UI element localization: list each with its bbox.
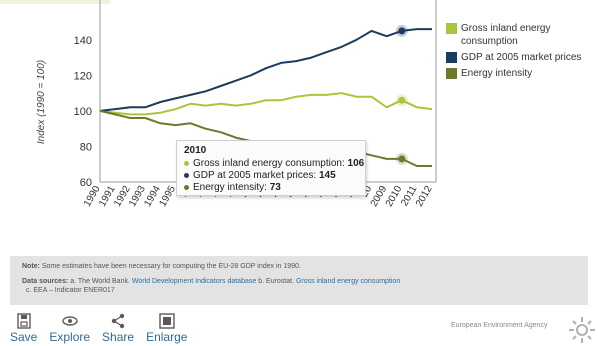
y-tick-label: 120 xyxy=(74,70,92,82)
legend-swatch xyxy=(446,52,457,63)
tooltip-row: GDP at 2005 market prices: 145 xyxy=(184,170,358,182)
enlarge-button[interactable]: Enlarge xyxy=(146,313,187,345)
sources-line: Data sources: a. The World Bank. World D… xyxy=(22,277,576,295)
highlight-point-0 xyxy=(398,96,406,104)
tooltip-row-value: 106 xyxy=(347,158,365,169)
legend-item-energy-intensity[interactable]: Energy intensity xyxy=(446,67,596,80)
highlight-point-1 xyxy=(398,27,406,35)
tooltip-row: Energy intensity: 73 xyxy=(184,182,358,194)
tooltip-row: Gross inland energy consumption: 106 xyxy=(184,158,364,170)
share-icon xyxy=(111,313,125,329)
tooltip-row-value: 145 xyxy=(318,170,336,181)
legend-swatch xyxy=(446,68,457,79)
source-a-link[interactable]: World Development Indicators database xyxy=(131,278,257,285)
eye-icon xyxy=(62,316,78,326)
y-tick-label: 140 xyxy=(74,35,92,47)
share-label: Share xyxy=(102,330,135,344)
sources-label: Data sources: xyxy=(22,278,69,285)
tooltip-dot xyxy=(184,160,189,166)
legend-swatch xyxy=(446,23,457,34)
y-tick-label: 80 xyxy=(80,141,92,153)
tooltip-row-label: Energy intensity: xyxy=(193,182,267,193)
source-c: c. EEA – Indicator ENER017 xyxy=(26,287,115,294)
tooltip-title: 2010 xyxy=(184,145,207,156)
enlarge-icon xyxy=(159,313,175,329)
x-tick-label: 2012 xyxy=(414,184,435,209)
tooltip-dot xyxy=(184,184,189,190)
save-icon xyxy=(16,313,31,329)
chart-legend: Gross inland energy consumption GDP at 2… xyxy=(446,22,596,83)
enlarge-label: Enlarge xyxy=(146,330,188,344)
legend-item-gross-inland[interactable]: Gross inland energy consumption xyxy=(446,22,596,48)
tooltip-row-label: Gross inland energy consumption: xyxy=(193,158,345,169)
chart-tooltip: 2010 Gross inland energy consumption: 10… xyxy=(176,140,366,196)
legend-item-gdp[interactable]: GDP at 2005 market prices xyxy=(446,51,596,64)
top-fragment xyxy=(0,0,110,4)
share-button[interactable]: Share xyxy=(102,313,134,345)
source-b-link[interactable]: Gross inland energy consumption xyxy=(295,278,401,285)
tooltip-row-value: 73 xyxy=(269,182,281,193)
save-button[interactable]: Save xyxy=(10,313,37,345)
highlight-point-2 xyxy=(398,155,406,163)
save-label: Save xyxy=(10,330,38,344)
eea-agency-name: European Environment Agency xyxy=(451,322,548,329)
top-strip xyxy=(0,0,598,5)
explore-button[interactable]: Explore xyxy=(49,313,90,345)
y-axis-label: Index (1990 = 100) xyxy=(36,60,47,144)
series-line-1 xyxy=(99,28,432,112)
toolbar: Save Explore Share Enlarge xyxy=(10,313,187,345)
explore-label: Explore xyxy=(49,330,91,344)
y-tick-label: 60 xyxy=(80,177,92,189)
tooltip-row-label: GDP at 2005 market prices: xyxy=(193,170,317,181)
eea-logo-icon xyxy=(569,317,595,343)
notes-panel: Note: Some estimates have been necessary… xyxy=(10,256,588,305)
series-line-0 xyxy=(99,92,433,116)
note-text: Some estimates have been necessary for c… xyxy=(39,263,301,270)
legend-label: Gross inland energy consumption xyxy=(461,23,551,47)
legend-label: GDP at 2005 market prices xyxy=(461,52,582,63)
note-label: Note: xyxy=(22,263,40,270)
note-line: Note: Some estimates have been necessary… xyxy=(22,262,576,271)
source-b: b. Eurostat. xyxy=(256,278,296,285)
tooltip-dot xyxy=(184,172,189,178)
y-tick-label: 100 xyxy=(74,106,92,118)
legend-label: Energy intensity xyxy=(461,68,533,79)
source-a: a. The World Bank. xyxy=(68,278,132,285)
